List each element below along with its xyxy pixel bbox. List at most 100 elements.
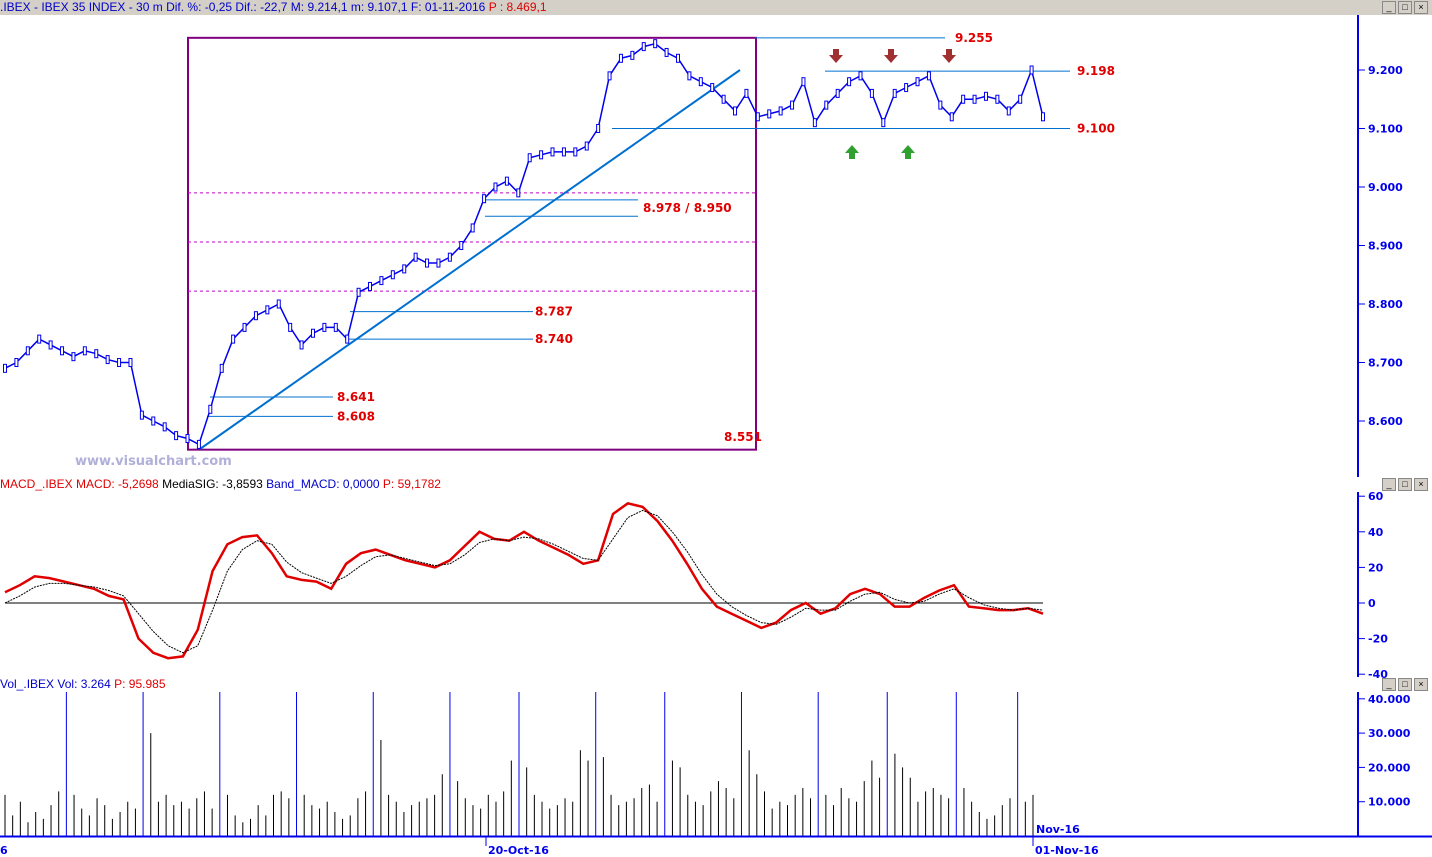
price-candle bbox=[881, 118, 886, 128]
price-candle bbox=[276, 299, 281, 309]
up-arrow-icon bbox=[901, 145, 915, 159]
price-candle bbox=[48, 340, 53, 350]
macd-value: MACD: -5,2698 bbox=[76, 477, 159, 491]
macd-header: MACD_.IBEX MACD: -5,2698 MediaSIG: -3,85… bbox=[0, 477, 1432, 492]
volume-tick-label: 20.000 bbox=[1368, 761, 1411, 774]
price-candle bbox=[767, 109, 772, 119]
price-candle bbox=[253, 311, 258, 321]
price-candle bbox=[185, 434, 190, 444]
price-candle bbox=[299, 340, 304, 350]
price-candle bbox=[812, 118, 817, 128]
date-label-top: Nov-16 bbox=[1036, 823, 1080, 836]
date-label: 6 bbox=[0, 844, 8, 857]
minimize-button[interactable]: _ bbox=[1382, 478, 1396, 491]
price-candle bbox=[527, 153, 532, 163]
level-label: 8.641 bbox=[337, 390, 375, 404]
close-button[interactable]: × bbox=[1414, 1, 1428, 14]
price-candle bbox=[231, 334, 236, 344]
price-candle bbox=[687, 71, 692, 81]
close-button[interactable]: × bbox=[1414, 478, 1428, 491]
price-candle bbox=[675, 53, 680, 63]
price-candle bbox=[584, 141, 589, 151]
price-candle bbox=[117, 358, 122, 367]
macd-tick-label: 0 bbox=[1368, 597, 1376, 610]
price-candle bbox=[265, 305, 270, 315]
level-label: 9.198 bbox=[1077, 64, 1115, 78]
level-label: 8.608 bbox=[337, 409, 375, 423]
price-candle bbox=[1018, 94, 1023, 104]
price-candle bbox=[835, 88, 840, 98]
p-value: P : 8.469,1 bbox=[488, 0, 547, 14]
price-candle bbox=[710, 83, 715, 93]
maximize-button[interactable]: □ bbox=[1398, 478, 1412, 491]
price-candle bbox=[482, 194, 487, 204]
price-candle bbox=[573, 147, 578, 157]
price-candle bbox=[618, 53, 623, 63]
maximize-button[interactable]: □ bbox=[1398, 678, 1412, 691]
macd-name: MACD_.IBEX bbox=[0, 477, 73, 491]
level-label: 8.978 / 8.950 bbox=[643, 201, 732, 215]
date-label: 20-Oct-16 bbox=[488, 844, 549, 857]
price-candle bbox=[915, 77, 920, 87]
maximize-button[interactable]: □ bbox=[1398, 1, 1412, 14]
down-arrow-icon bbox=[884, 49, 898, 63]
price-candle bbox=[60, 346, 65, 356]
price-candle bbox=[310, 328, 315, 338]
level-label: 9.100 bbox=[1077, 122, 1115, 136]
price-candle bbox=[425, 258, 430, 268]
price-candle bbox=[698, 77, 703, 87]
trendline bbox=[199, 69, 741, 450]
price-candle bbox=[972, 94, 977, 104]
price-candle bbox=[288, 322, 293, 332]
price-candle bbox=[504, 176, 509, 186]
level-label: 9.255 bbox=[955, 31, 993, 45]
macd-tick-label: 40 bbox=[1368, 526, 1384, 539]
price-candle bbox=[847, 77, 852, 87]
price-candle bbox=[995, 94, 1000, 104]
price-candle bbox=[413, 252, 418, 262]
price-candle bbox=[1006, 106, 1011, 116]
price-candle bbox=[3, 363, 7, 373]
price-candle bbox=[219, 363, 224, 373]
price-candle bbox=[436, 258, 441, 268]
close-button[interactable]: × bbox=[1414, 678, 1428, 691]
price-candle bbox=[938, 100, 943, 110]
price-candle bbox=[858, 71, 863, 81]
price-candle bbox=[596, 124, 601, 133]
minimize-button[interactable]: _ bbox=[1382, 1, 1396, 14]
price-candle bbox=[390, 270, 395, 280]
price-candle bbox=[733, 106, 738, 116]
price-candle bbox=[356, 287, 361, 297]
price-candle bbox=[607, 71, 612, 81]
price-candle bbox=[1029, 65, 1034, 75]
price-candle bbox=[470, 223, 475, 233]
price-candle bbox=[151, 416, 156, 426]
price-candle bbox=[744, 88, 749, 98]
symbol: .IBEX - IBEX 35 INDEX - bbox=[0, 0, 137, 14]
price-candle bbox=[904, 83, 909, 93]
price-tick-label: 9.200 bbox=[1368, 64, 1403, 77]
price-candle bbox=[721, 94, 726, 104]
price-candle bbox=[1041, 112, 1045, 122]
price-candle bbox=[561, 147, 566, 157]
down-arrow-icon bbox=[829, 49, 843, 63]
macd-p: P: 59,1782 bbox=[382, 477, 441, 491]
up-arrow-icon bbox=[845, 145, 859, 159]
price-candle bbox=[333, 322, 338, 332]
macd-tick-label: 60 bbox=[1368, 490, 1384, 503]
price-tick-label: 8.700 bbox=[1368, 357, 1403, 370]
price-candle bbox=[162, 422, 167, 432]
vol-name: Vol_.IBEX bbox=[0, 677, 55, 691]
price-candle bbox=[892, 88, 897, 98]
price-candle bbox=[94, 349, 99, 359]
price-candle bbox=[653, 39, 658, 49]
price-candle bbox=[493, 182, 498, 192]
minimize-button[interactable]: _ bbox=[1382, 678, 1396, 691]
price-candle bbox=[516, 188, 521, 198]
analysis-box bbox=[187, 36, 757, 451]
price-candle bbox=[345, 334, 350, 344]
signal-value: MediaSIG: -3,8593 bbox=[162, 477, 263, 491]
quote-info: Dif. %: -0,25 Dif.: -22,7 M: 9.214,1 m: … bbox=[166, 0, 486, 14]
price-candle bbox=[208, 404, 213, 414]
